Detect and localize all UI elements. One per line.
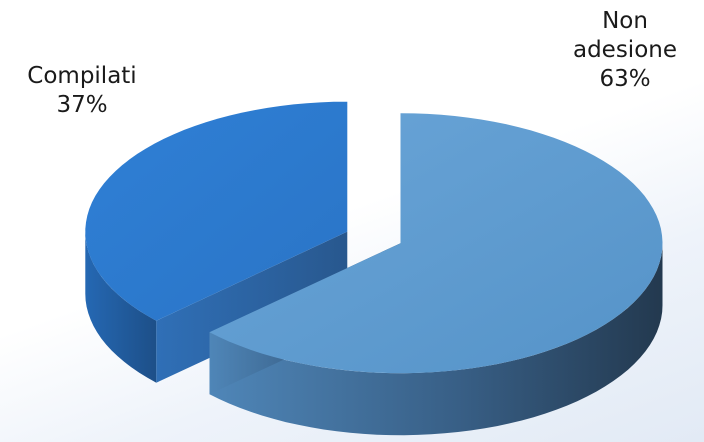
slice-value-label: 63%: [599, 66, 651, 92]
slice-category-label-line2: adesione: [572, 37, 678, 63]
slice-label-compilati: Compilati 37%: [12, 62, 152, 120]
slice-outer-wall: [209, 243, 663, 436]
slice-category-label: Compilati: [27, 63, 137, 89]
slice-outer-wall: [85, 231, 157, 383]
slice-compilati: [85, 101, 348, 383]
slice-top: [209, 113, 663, 374]
slice-cut-wall: [156, 231, 348, 383]
slice-category-label: Non: [602, 8, 648, 34]
slice-non-adesione: [209, 113, 663, 436]
slice-value-label: 37%: [56, 92, 108, 118]
slice-label-non-adesione: Non adesione 63%: [555, 7, 695, 94]
slice-top: [85, 101, 348, 321]
